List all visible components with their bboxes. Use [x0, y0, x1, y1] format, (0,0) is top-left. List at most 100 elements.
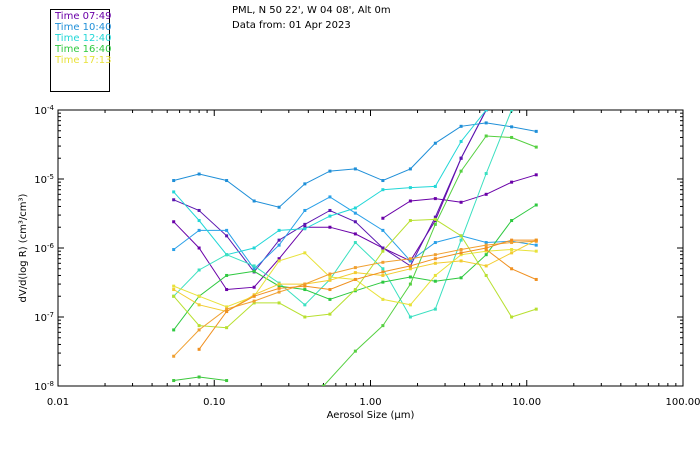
data-point [381, 324, 385, 328]
data-point [510, 180, 514, 184]
x-axis-label: Aerosol Size (μm) [327, 410, 415, 421]
data-point [225, 253, 229, 257]
series-line-4 [173, 122, 537, 208]
data-point [353, 220, 357, 224]
data-point [484, 243, 488, 247]
data-point [433, 279, 437, 283]
data-point [277, 228, 281, 232]
data-point [197, 172, 201, 176]
data-point [459, 200, 463, 204]
data-point [328, 195, 332, 199]
data-point [408, 267, 412, 271]
data-point [328, 275, 332, 279]
data-point [484, 172, 488, 176]
data-point [433, 197, 437, 201]
data-point [328, 208, 332, 212]
data-point [277, 243, 281, 247]
data-point [277, 282, 281, 286]
data-point [510, 135, 514, 139]
data-point [172, 284, 176, 288]
data-point [433, 307, 437, 311]
data-point [459, 234, 463, 238]
data-point [303, 282, 307, 286]
data-point [328, 297, 332, 301]
data-point [408, 282, 412, 286]
data-point [252, 199, 256, 203]
data-point [328, 288, 332, 292]
data-point [484, 246, 488, 250]
data-point [510, 248, 514, 252]
data-point [303, 315, 307, 319]
data-point [328, 169, 332, 173]
data-point [172, 379, 176, 383]
data-point [381, 273, 385, 277]
series-line-7 [173, 110, 513, 318]
data-point [172, 198, 176, 202]
data-point [459, 276, 463, 280]
legend-entry-5: Time 17:13 [55, 55, 112, 66]
data-point [459, 253, 463, 257]
data-point [510, 315, 514, 319]
data-point [172, 179, 176, 183]
plot-frame [57, 109, 684, 387]
data-point [381, 228, 385, 232]
series-line-10 [323, 135, 537, 386]
data-point [197, 228, 201, 232]
data-point [408, 275, 412, 279]
data-point [197, 347, 201, 351]
data-point [484, 273, 488, 277]
data-point [225, 310, 229, 314]
data-point [534, 173, 538, 177]
data-point [510, 238, 514, 242]
data-point [197, 208, 201, 212]
data-point [381, 267, 385, 271]
data-point [277, 290, 281, 294]
data-point [353, 266, 357, 270]
data-point [225, 228, 229, 232]
data-point [172, 288, 176, 292]
data-point [225, 326, 229, 330]
data-point [197, 328, 201, 332]
data-point [484, 121, 488, 125]
data-point [303, 284, 307, 288]
legend: Time 07:49 Time 10:40 Time 12:40 Time 16… [50, 9, 112, 92]
data-point [484, 192, 488, 196]
data-point [172, 354, 176, 358]
data-point [303, 288, 307, 292]
data-point [534, 203, 538, 207]
x-tick-label: 0.01 [47, 397, 69, 408]
data-point [433, 257, 437, 261]
data-point [303, 182, 307, 186]
data-point [484, 134, 488, 138]
data-point [252, 294, 256, 298]
data-point [225, 288, 229, 292]
data-point [408, 257, 412, 261]
data-point [172, 328, 176, 332]
data-point [534, 145, 538, 149]
date-header: Data from: 01 Apr 2023 [232, 20, 351, 31]
data-point [252, 269, 256, 273]
data-point [353, 232, 357, 236]
data-point [510, 219, 514, 223]
data-point [433, 141, 437, 145]
data-point [408, 259, 412, 263]
data-point [225, 307, 229, 311]
x-tick-label: 1.00 [359, 397, 381, 408]
data-point [328, 278, 332, 282]
legend-entry-1: Time 07:49 [55, 11, 112, 22]
legend-entry-2: Time 10:40 [55, 22, 112, 33]
data-point [433, 253, 437, 257]
data-point [197, 375, 201, 379]
data-point [381, 260, 385, 264]
data-point [328, 214, 332, 218]
data-point [433, 241, 437, 245]
y-tick-label: 10-7 [34, 311, 54, 324]
data-point [225, 273, 229, 277]
y-tick-label: 10-5 [34, 173, 54, 186]
data-point [303, 208, 307, 212]
data-point [353, 288, 357, 292]
data-point [381, 297, 385, 301]
y-axis-label: dV/d(log R) (cm³/cm³) [18, 193, 29, 302]
data-point [510, 125, 514, 129]
